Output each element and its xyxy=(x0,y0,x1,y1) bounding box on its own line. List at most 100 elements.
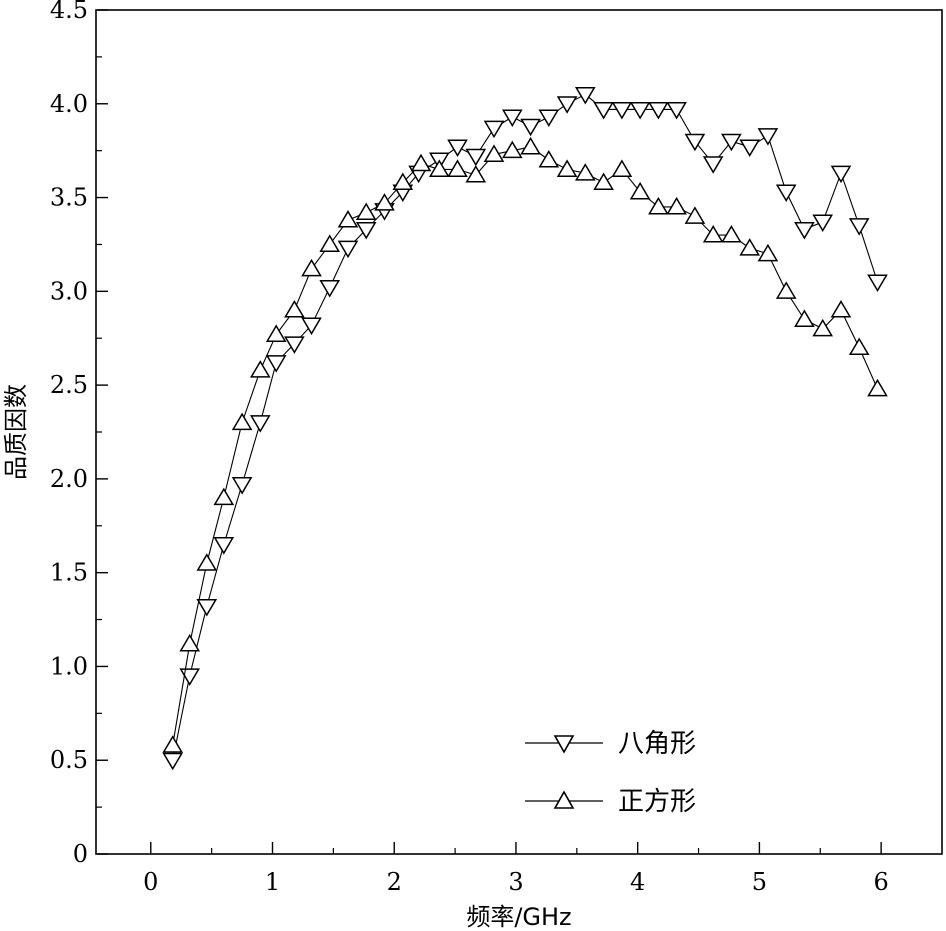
x-tick-label: 2 xyxy=(387,868,402,896)
data-point xyxy=(501,140,523,159)
data-point xyxy=(213,537,235,555)
data-point xyxy=(465,148,487,167)
data-point xyxy=(593,101,614,120)
data-point xyxy=(355,221,377,240)
data-point xyxy=(213,487,235,506)
data-point xyxy=(392,172,414,191)
y-tick-label: 4.0 xyxy=(50,90,88,118)
data-point xyxy=(196,553,218,571)
data-point xyxy=(249,360,271,378)
x-tick-label: 1 xyxy=(265,868,280,896)
y-axis-title: 品质因数 xyxy=(2,384,30,480)
data-point xyxy=(629,101,651,120)
data-point xyxy=(666,196,687,215)
data-point xyxy=(410,153,432,172)
data-point xyxy=(265,324,287,342)
data-point xyxy=(447,139,468,157)
data-point xyxy=(538,150,560,168)
data-point xyxy=(757,243,779,262)
tick-labels: 0 1 2 3 4 5 6 0 0.5 1.0 1.5 2.0 2.5 3.0 3.5 4.0 4.5 xyxy=(50,0,889,896)
data-point xyxy=(775,184,797,202)
data-point xyxy=(231,412,253,431)
x-tick-label: 0 xyxy=(143,868,158,896)
x-tick-label: 6 xyxy=(873,868,888,896)
y-tick-label: 2.5 xyxy=(50,371,88,399)
data-point xyxy=(337,240,359,259)
x-tick-label: 4 xyxy=(630,868,645,896)
data-point xyxy=(848,337,870,356)
data-point xyxy=(319,280,341,298)
y-tick-label: 0 xyxy=(73,840,88,868)
data-point xyxy=(284,300,305,318)
data-point xyxy=(629,181,651,200)
legend: 八角形 正方形 xyxy=(525,729,696,817)
series-line xyxy=(172,93,879,761)
data-point xyxy=(739,139,761,157)
y-tick-label: 0.5 xyxy=(50,746,88,774)
data-point xyxy=(501,109,523,127)
data-point xyxy=(702,156,724,174)
data-point xyxy=(337,210,359,228)
data-point xyxy=(702,225,724,243)
data-point xyxy=(611,101,633,120)
y-tick-label: 3.5 xyxy=(50,184,88,212)
data-point xyxy=(447,159,468,177)
data-point xyxy=(684,133,706,152)
data-point xyxy=(648,196,669,215)
data-point xyxy=(830,300,852,318)
data-point xyxy=(721,225,742,243)
data-point xyxy=(374,193,395,211)
data-point xyxy=(794,309,815,327)
data-point xyxy=(249,415,271,433)
data-point xyxy=(265,355,287,373)
data-point xyxy=(428,159,450,177)
y-tick-label: 3.0 xyxy=(50,277,88,305)
data-point xyxy=(465,165,487,183)
data-point xyxy=(520,136,541,155)
data-point xyxy=(721,133,742,152)
data-point xyxy=(483,120,505,139)
data-point xyxy=(556,159,578,177)
axis-ticks xyxy=(96,9,882,855)
y-tick-label: 4.5 xyxy=(50,0,88,24)
series-layer xyxy=(162,86,888,771)
data-point xyxy=(574,163,596,181)
data-point xyxy=(231,477,253,495)
data-point xyxy=(162,752,184,771)
x-axis-title: 频率/GHz xyxy=(466,903,571,931)
data-point xyxy=(301,317,322,336)
data-point xyxy=(301,258,322,277)
data-point xyxy=(757,128,779,146)
data-point xyxy=(556,96,578,114)
data-point xyxy=(684,206,706,224)
data-point xyxy=(196,598,218,617)
data-point xyxy=(355,202,377,221)
data-point xyxy=(483,144,505,162)
legend-marker-square xyxy=(553,790,575,809)
data-point xyxy=(812,318,834,337)
y-tick-label: 1.5 xyxy=(50,559,88,587)
data-point xyxy=(648,101,669,120)
data-point xyxy=(848,218,870,236)
plot-frame xyxy=(95,9,943,855)
y-tick-label: 2.0 xyxy=(50,465,88,493)
data-point xyxy=(162,735,184,753)
legend-marker-octagon xyxy=(553,735,575,754)
data-point xyxy=(574,86,596,105)
series-octagon xyxy=(162,86,888,771)
data-point xyxy=(830,165,852,184)
data-point xyxy=(538,109,560,127)
series-line xyxy=(172,146,879,746)
data-point xyxy=(284,336,305,354)
data-point xyxy=(319,234,341,252)
data-point xyxy=(867,274,888,292)
data-point xyxy=(520,118,541,137)
legend-label-square: 正方形 xyxy=(618,787,696,817)
y-tick-label: 1.0 xyxy=(50,652,88,680)
data-point xyxy=(611,159,633,177)
legend-label-octagon: 八角形 xyxy=(618,729,696,759)
data-point xyxy=(179,633,201,652)
data-point xyxy=(666,101,687,120)
data-point xyxy=(794,221,815,240)
